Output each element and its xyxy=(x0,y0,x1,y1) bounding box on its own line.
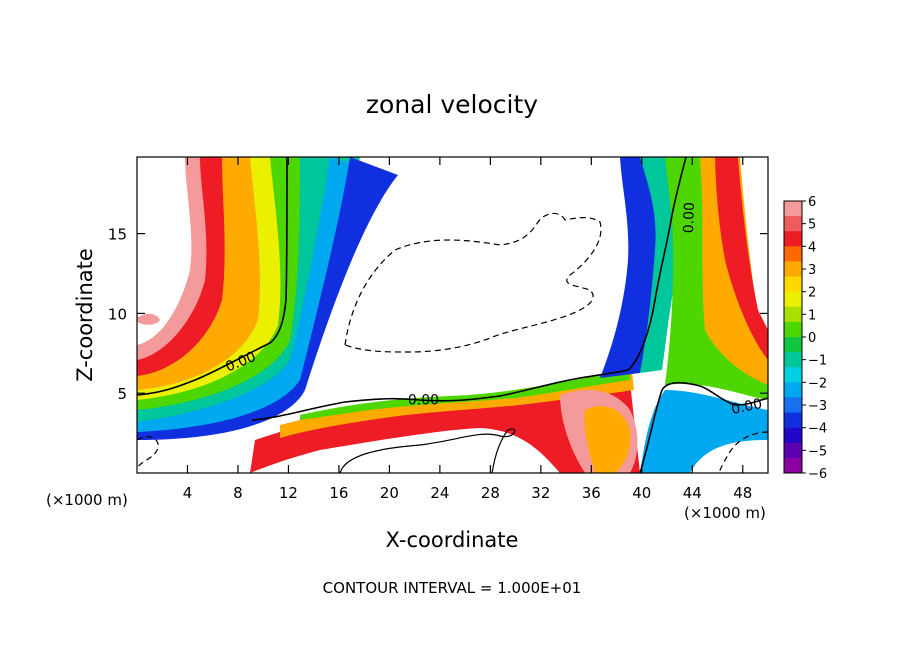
x-tick-label: 32 xyxy=(531,484,550,502)
field-band xyxy=(715,157,768,360)
colorbar-swatch xyxy=(784,442,802,459)
field-band xyxy=(137,157,398,440)
zero-contour-ridge xyxy=(251,157,687,421)
colorbar-swatch xyxy=(784,352,802,368)
x-tick-label: 12 xyxy=(279,484,298,502)
colorbar-swatch xyxy=(784,216,802,232)
velocity-field xyxy=(137,157,768,473)
zero-contour-left xyxy=(137,157,288,396)
zero-contour-low xyxy=(339,428,516,473)
x-tick-label: 4 xyxy=(183,484,193,502)
y-tick-label: 10 xyxy=(108,305,127,323)
colorbar-label: −5 xyxy=(808,444,827,459)
x-tick-label: 48 xyxy=(733,484,752,502)
field-band xyxy=(137,157,271,392)
colorbar-label: −4 xyxy=(808,422,827,437)
x-tick-label: 8 xyxy=(233,484,243,502)
colorbar-swatch xyxy=(784,306,802,323)
field-band xyxy=(640,390,768,473)
x-tick-label: 16 xyxy=(329,484,348,502)
colorbar-swatch xyxy=(784,337,802,353)
y-axis-ticks: 5 10 15 xyxy=(108,226,768,403)
colorbar-swatch xyxy=(784,382,802,398)
colorbar-swatch xyxy=(784,457,802,474)
zero-contour-right xyxy=(639,381,768,473)
colorbar-swatch xyxy=(784,201,802,217)
colorbar-label: 1 xyxy=(808,308,816,323)
x-axis-ticks: 4 8 12 16 20 24 28 32 36 40 44 48 xyxy=(183,157,752,502)
contour-label: 0.00 xyxy=(730,396,764,418)
contour-label: 0.00 xyxy=(408,393,439,409)
plot-frame xyxy=(136,156,769,474)
colorbar-label: 2 xyxy=(808,286,816,301)
y-axis-label: Z-coordinate xyxy=(73,248,97,382)
colorbar-label: 3 xyxy=(808,263,816,278)
x-tick-label: 44 xyxy=(683,484,702,502)
field-band xyxy=(137,157,395,432)
field-band xyxy=(584,406,631,473)
x-tick-label: 20 xyxy=(380,484,399,502)
colorbar-label: −1 xyxy=(808,354,827,369)
colorbar-label: 0 xyxy=(808,331,816,346)
colorbar-swatch xyxy=(784,321,802,338)
colorbar-label: −3 xyxy=(808,399,827,414)
x-tick-label: 28 xyxy=(481,484,500,502)
contour-label: 0.00 xyxy=(681,202,698,234)
contour-interval-footer: CONTOUR INTERVAL = 1.000E+01 xyxy=(323,579,582,597)
colorbar-label: −6 xyxy=(808,467,827,482)
field-band xyxy=(137,157,330,412)
colorbar-swatch xyxy=(784,291,802,308)
colorbar-swatch xyxy=(784,412,802,429)
y-tick-label: 5 xyxy=(117,385,127,403)
x-tick-label: 40 xyxy=(632,484,651,502)
colorbar-label: 4 xyxy=(808,240,816,255)
colorbar-label: 5 xyxy=(808,218,816,233)
x-tick-label: 36 xyxy=(582,484,601,502)
y-tick-label: 15 xyxy=(108,226,127,244)
x-axis-unit-right: (×1000 m) xyxy=(684,504,766,522)
negative-contour-right xyxy=(718,431,768,473)
field-band xyxy=(137,313,160,325)
zero-contours xyxy=(137,157,768,473)
colorbar-swatch xyxy=(784,231,802,247)
x-tick-label: 24 xyxy=(430,484,449,502)
colorbar-swatch xyxy=(784,397,802,414)
colorbar-label: −2 xyxy=(808,376,827,391)
field-band xyxy=(137,157,300,402)
colorbar-label: 6 xyxy=(808,195,816,210)
x-axis-label: X-coordinate xyxy=(386,528,519,552)
colorbar-swatch xyxy=(784,261,802,278)
x-axis-unit-left: (×1000 m) xyxy=(46,491,128,509)
field-band xyxy=(250,382,640,473)
field-band xyxy=(300,371,630,420)
colorbar-swatch xyxy=(784,427,802,444)
negative-contour-upper xyxy=(344,212,602,353)
chart-title: zonal velocity xyxy=(366,90,538,119)
colorbar-swatch xyxy=(784,276,802,293)
negative-contour-left xyxy=(137,436,159,469)
colorbar: 6 5 4 3 2 1 0 −1 −2 −3 −4 −5 −6 xyxy=(783,195,827,482)
colorbar-swatch xyxy=(784,246,802,262)
colorbar-swatch xyxy=(784,367,802,383)
